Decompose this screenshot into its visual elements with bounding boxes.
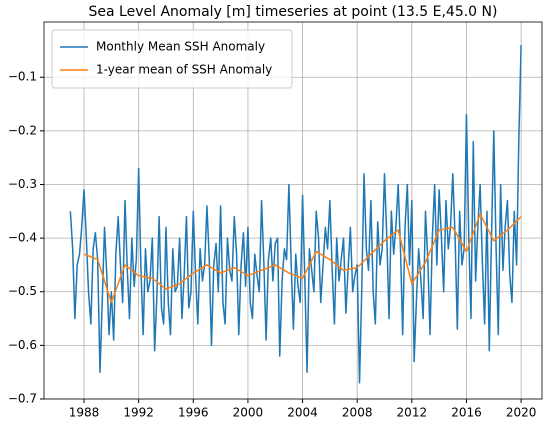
legend-label: Monthly Mean SSH Anomaly xyxy=(96,40,265,54)
legend-box xyxy=(51,29,293,89)
series-line xyxy=(69,45,522,384)
plot-frame xyxy=(43,21,543,400)
x-tick-label: 1988 xyxy=(69,406,100,420)
x-tick-label: 2016 xyxy=(451,406,482,420)
x-tick-label: 2020 xyxy=(506,406,537,420)
x-tick-label: 2008 xyxy=(342,406,373,420)
y-tick-label: −0.4 xyxy=(8,231,37,245)
series-line xyxy=(83,213,522,304)
legend-label: 1-year mean of SSH Anomaly xyxy=(96,63,272,77)
x-tick-label: 1992 xyxy=(123,406,154,420)
x-tick-label: 2012 xyxy=(397,406,428,420)
y-tick-label: −0.5 xyxy=(8,284,37,298)
y-tick-label: −0.2 xyxy=(8,123,37,137)
y-tick-label: −0.1 xyxy=(8,70,37,84)
y-tick-label: −0.7 xyxy=(8,392,37,406)
y-tick-label: −0.6 xyxy=(8,338,37,352)
x-tick-label: 2004 xyxy=(287,406,318,420)
x-tick-label: 2000 xyxy=(233,406,264,420)
x-tick-label: 1996 xyxy=(178,406,209,420)
chart-title: Sea Level Anomaly [m] timeseries at poin… xyxy=(89,4,498,20)
y-tick-label: −0.3 xyxy=(8,177,37,191)
